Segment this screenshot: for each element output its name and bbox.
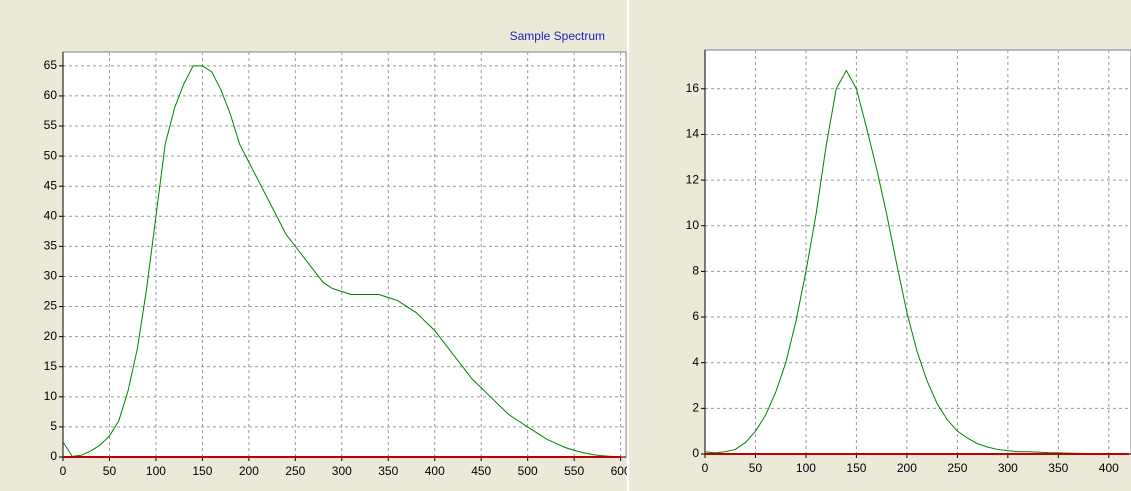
x-tick-label: 450 <box>471 464 491 478</box>
x-tick-label: 300 <box>332 464 352 478</box>
x-tick-label: 50 <box>103 464 117 478</box>
chart-panel: Sample Spectrum 0 5 10 15 20 25 30 35 40 45 50 55 60 6… <box>44 29 631 478</box>
chart-title: Sample Spectrum <box>510 29 605 43</box>
y-tick-label: 60 <box>44 88 58 102</box>
x-tick-label: 400 <box>425 464 445 478</box>
y-tick-label: 8 <box>692 264 699 278</box>
y-tick-label: 45 <box>44 178 58 192</box>
x-tick-label: 350 <box>1048 461 1068 475</box>
y-tick-label: 35 <box>44 239 58 253</box>
x-tick-label: 100 <box>146 464 166 478</box>
y-tick-label: 25 <box>44 299 58 313</box>
x-tick-label: 0 <box>702 461 709 475</box>
y-tick-label: 40 <box>44 208 58 222</box>
x-tick-label: 500 <box>518 464 538 478</box>
x-tick-label: 250 <box>285 464 305 478</box>
y-tick-label: 0 <box>50 449 57 463</box>
x-tick-label: 200 <box>897 461 917 475</box>
x-tick-label: 150 <box>846 461 866 475</box>
x-tick-label: 350 <box>378 464 398 478</box>
y-tick-label: 16 <box>686 81 700 95</box>
chart-panel: 0 2 4 6 8 10 12 14 16 0 50 100 150 200 250 300 350 400 <box>686 49 1131 475</box>
x-tick-label: 550 <box>564 464 584 478</box>
y-tick-label: 20 <box>44 329 58 343</box>
x-tick-label: 0 <box>60 464 67 478</box>
plot-area <box>62 51 627 458</box>
y-tick-label: 15 <box>44 359 58 373</box>
y-tick-label: 50 <box>44 148 58 162</box>
y-tick-label: 4 <box>692 355 699 369</box>
spectrum-line <box>704 69 1129 455</box>
x-tick-label: 250 <box>947 461 967 475</box>
y-tick-label: 30 <box>44 269 58 283</box>
x-tick-label: 600 <box>611 464 631 478</box>
y-tick-label: 2 <box>692 401 699 415</box>
x-tick-label: 150 <box>192 464 212 478</box>
y-tick-label: 55 <box>44 118 58 132</box>
y-tick-label: 10 <box>44 389 58 403</box>
y-tick-label: 12 <box>686 172 700 186</box>
y-tick-label: 5 <box>50 419 57 433</box>
y-tick-label: 65 <box>44 58 58 72</box>
y-tick-label: 14 <box>686 127 700 141</box>
y-tick-label: 10 <box>686 218 700 232</box>
y-tick-label: 0 <box>692 446 699 460</box>
x-tick-label: 100 <box>796 461 816 475</box>
x-tick-label: 200 <box>239 464 259 478</box>
plot-area <box>704 49 1131 455</box>
x-tick-label: 400 <box>1099 461 1119 475</box>
y-tick-label: 6 <box>692 309 699 323</box>
x-tick-label: 300 <box>998 461 1018 475</box>
spectrum-line <box>62 65 621 458</box>
x-tick-label: 50 <box>749 461 763 475</box>
